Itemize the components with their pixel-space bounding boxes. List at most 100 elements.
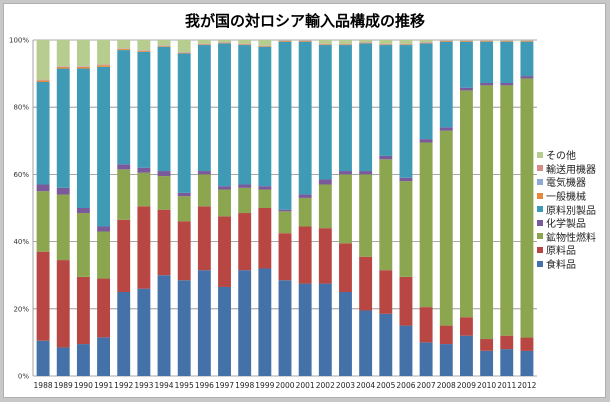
legend-label: 原料品 — [546, 246, 576, 258]
legend-label: 食料品 — [546, 260, 576, 272]
bar-segment — [480, 41, 494, 42]
bar-segment — [197, 206, 211, 271]
bar-segment — [117, 219, 131, 292]
bar-segment — [520, 41, 534, 77]
bars — [36, 40, 534, 376]
bar-segment — [137, 50, 151, 52]
bar-segment — [399, 325, 413, 376]
x-tick-labels: 1988 1989 1990 1991 1992 1993 1994 1995 1996 1997… — [34, 381, 537, 390]
legend-label: 鉱物性燃料 — [546, 232, 596, 244]
bar-segment — [359, 171, 373, 175]
legend-label: 輸送用機器 — [546, 164, 596, 176]
bar-segment — [56, 260, 70, 348]
bar-segment — [520, 337, 534, 351]
legend-item: 食料品 — [537, 257, 596, 271]
bar-segment — [359, 174, 373, 257]
legend-label: その他 — [546, 151, 576, 163]
bar-segment — [359, 310, 373, 376]
x-tick-label: 1993 — [134, 381, 153, 390]
bar-segment — [399, 44, 413, 46]
bar-segment — [157, 209, 171, 276]
bar-segment — [137, 172, 151, 207]
legend-item: その他 — [537, 148, 596, 162]
bar-segment — [318, 283, 332, 376]
bar-segment — [500, 41, 514, 42]
bar-segment — [500, 41, 514, 84]
y-tick-label: 0% — [18, 373, 29, 381]
bar-segment — [177, 196, 191, 222]
bar-segment — [459, 317, 473, 336]
bar-segment — [258, 46, 272, 47]
bar-segment — [278, 41, 292, 210]
bar-segment — [76, 208, 90, 214]
bar-segment — [439, 130, 453, 326]
legend-item: 一般機械 — [537, 189, 596, 203]
bar-segment — [318, 44, 332, 46]
legend-swatch — [537, 151, 543, 158]
bar-segment — [76, 213, 90, 277]
bar-segment — [520, 78, 534, 338]
bar-segment — [137, 206, 151, 289]
x-tick-label: 1988 — [34, 381, 53, 390]
bar-segment — [36, 251, 50, 341]
bar-segment — [177, 40, 191, 53]
bar-segment — [459, 90, 473, 318]
x-tick-label: 1994 — [154, 381, 173, 390]
bar-segment — [339, 40, 352, 44]
bar-segment — [177, 52, 191, 54]
bar-segment — [157, 46, 171, 47]
x-tick-label: 2004 — [356, 381, 375, 390]
bar-segment — [177, 221, 191, 281]
bar-segment — [379, 44, 393, 46]
bar-segment — [439, 344, 453, 376]
bar-segment — [177, 192, 191, 197]
legend-label: 原料別製品 — [546, 205, 596, 217]
y-tick-label: 20% — [13, 305, 29, 313]
bar-segment — [278, 41, 292, 42]
bar-segment — [218, 216, 231, 287]
bar-segment — [419, 139, 433, 143]
bar-segment — [197, 171, 211, 175]
bar-segment — [157, 171, 171, 177]
x-tick-label: 1997 — [215, 381, 234, 390]
bar-segment — [339, 171, 352, 175]
bar-segment — [238, 44, 252, 46]
bar-segment — [439, 325, 453, 345]
bar-segment — [480, 83, 494, 86]
bar-segment — [76, 40, 90, 67]
bar-segment — [97, 231, 111, 279]
bar-segment — [339, 292, 352, 376]
x-tick-label: 1990 — [74, 381, 93, 390]
bar-segment — [197, 45, 211, 172]
bar-segment — [76, 66, 90, 69]
bar-segment — [339, 44, 352, 46]
bar-segment — [399, 45, 413, 178]
bar-segment — [258, 268, 272, 376]
bar-segment — [278, 233, 292, 281]
bar-segment — [520, 350, 534, 376]
bar-segment — [218, 43, 231, 187]
bar-segment — [339, 243, 352, 292]
bar-segment — [339, 174, 352, 244]
bar-segment — [97, 337, 111, 376]
bar-segment — [197, 270, 211, 376]
bar-segment — [258, 46, 272, 187]
bar-segment — [459, 41, 473, 88]
bar-segment — [117, 49, 131, 51]
x-tick-label: 2007 — [417, 381, 436, 390]
x-tick-label: 2006 — [396, 381, 415, 390]
bar-segment — [278, 280, 292, 376]
bar-segment — [197, 174, 211, 207]
bar-segment — [419, 42, 433, 44]
bar-segment — [36, 184, 50, 192]
bar-segment — [298, 41, 312, 195]
bar-segment — [298, 283, 312, 376]
bar-segment — [439, 41, 453, 128]
bar-segment — [419, 40, 433, 43]
legend-item: 輸送用機器 — [537, 162, 596, 176]
bar-segment — [117, 292, 131, 376]
bar-segment — [318, 228, 332, 284]
legend-item: 電気機器 — [537, 175, 596, 189]
bar-segment — [218, 189, 231, 217]
